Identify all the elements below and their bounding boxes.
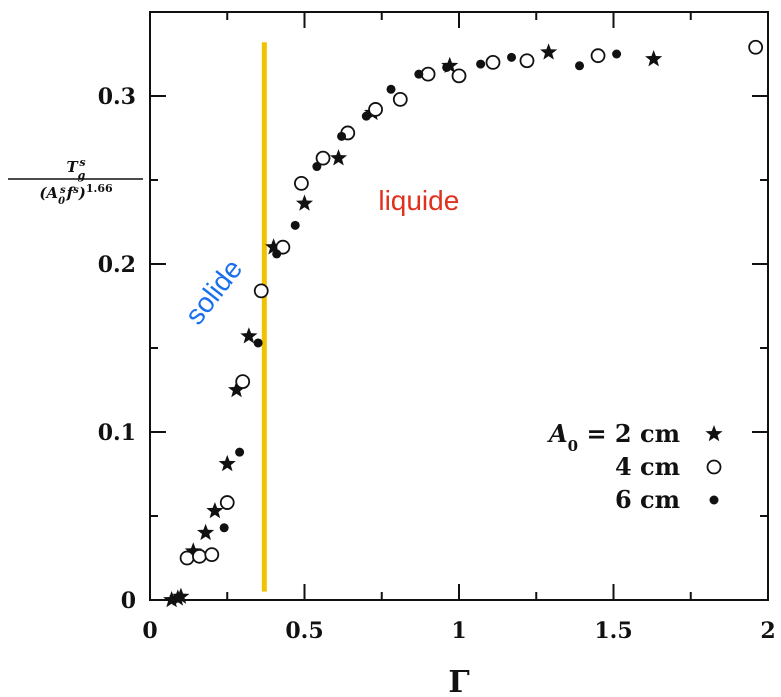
data-point bbox=[420, 66, 436, 82]
data-point bbox=[218, 454, 236, 472]
data-point bbox=[451, 68, 467, 84]
data-point bbox=[235, 374, 251, 390]
y-tick-label: 0.2 bbox=[98, 252, 136, 278]
data-point bbox=[253, 338, 263, 348]
legend-marker bbox=[706, 459, 722, 475]
data-point bbox=[275, 239, 291, 255]
data-point bbox=[204, 547, 220, 563]
data-point bbox=[163, 591, 181, 608]
data-point bbox=[290, 220, 300, 230]
data-points bbox=[163, 39, 764, 608]
legend: A0 = 2 cm4 cm 6 cm bbox=[547, 419, 723, 514]
data-point bbox=[315, 150, 331, 166]
y-tick-label: 0 bbox=[121, 588, 136, 614]
y-axis-numerator: Tgs bbox=[66, 156, 85, 182]
data-point bbox=[590, 48, 606, 64]
data-point bbox=[295, 194, 314, 211]
data-point bbox=[329, 149, 348, 166]
data-point bbox=[612, 49, 622, 59]
x-axis-title: Γ bbox=[448, 665, 469, 697]
chart-labels: Γ Tgs(A0sfs)1.66 solide liquide bbox=[8, 156, 470, 697]
data-point bbox=[337, 131, 347, 141]
data-point bbox=[386, 84, 396, 94]
legend-label: 4 cm bbox=[615, 452, 680, 481]
data-point bbox=[179, 550, 195, 566]
data-point bbox=[240, 327, 258, 344]
data-point bbox=[294, 175, 309, 191]
legend-label: A0 = 2 cm bbox=[547, 419, 680, 455]
data-point bbox=[442, 62, 452, 72]
data-point bbox=[748, 39, 764, 55]
data-point bbox=[361, 111, 371, 121]
data-point bbox=[197, 523, 215, 541]
data-point bbox=[392, 91, 408, 107]
data-point bbox=[485, 55, 501, 70]
x-tick-label: 0.5 bbox=[285, 618, 323, 644]
data-point bbox=[272, 249, 282, 259]
data-point bbox=[540, 43, 558, 60]
data-point bbox=[265, 238, 283, 255]
data-point bbox=[645, 50, 663, 67]
data-point bbox=[219, 495, 235, 510]
data-point bbox=[507, 52, 517, 62]
data-point bbox=[206, 501, 224, 519]
region-label-solide: solide bbox=[179, 253, 248, 330]
legend-marker bbox=[705, 425, 723, 442]
data-point bbox=[476, 59, 486, 69]
y-axis-denominator: (A0sfs)1.66 bbox=[39, 182, 113, 207]
data-point bbox=[192, 548, 207, 564]
y-axis-title: Tgs(A0sfs)1.66 bbox=[8, 156, 143, 207]
x-tick-label: 2 bbox=[760, 618, 775, 644]
data-point bbox=[368, 102, 383, 117]
x-tick-label: 1.5 bbox=[594, 618, 632, 644]
data-point bbox=[235, 447, 245, 457]
y-tick-label: 0.1 bbox=[98, 420, 136, 446]
data-point bbox=[227, 381, 246, 398]
x-tick-label: 1 bbox=[451, 618, 466, 644]
data-point bbox=[414, 69, 424, 79]
data-point bbox=[219, 523, 229, 533]
legend-label: 6 cm bbox=[615, 485, 680, 514]
x-tick-label: 0 bbox=[142, 618, 157, 644]
series-star bbox=[163, 43, 663, 608]
legend-marker bbox=[709, 495, 719, 505]
data-point bbox=[312, 162, 322, 172]
region-label-liquide: liquide bbox=[378, 185, 459, 216]
data-point bbox=[519, 53, 535, 69]
axis-ticks: 0 0.5 1 1.5 2 0 0.1 0.2 0.3 bbox=[98, 12, 776, 644]
data-point bbox=[253, 283, 269, 299]
data-point bbox=[575, 61, 585, 71]
series-dot bbox=[219, 49, 622, 533]
data-point bbox=[184, 542, 202, 559]
y-tick-label: 0.3 bbox=[98, 84, 136, 110]
data-point bbox=[172, 587, 190, 604]
